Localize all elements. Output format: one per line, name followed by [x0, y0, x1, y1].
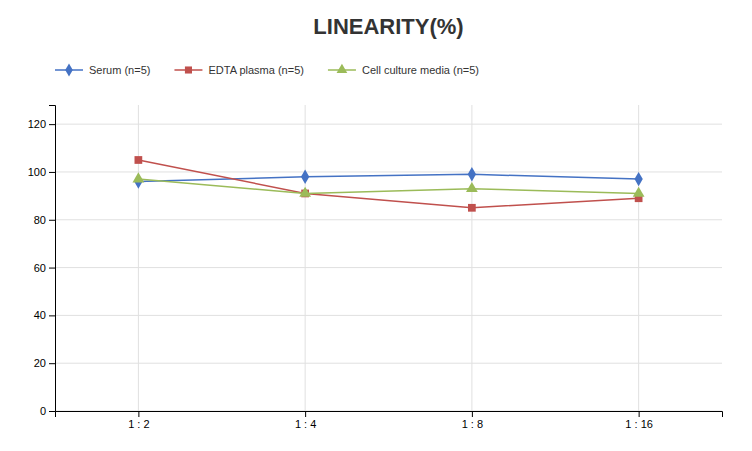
y-tick-mark — [49, 172, 55, 173]
y-tick-mark — [49, 411, 55, 412]
grid-line-y — [55, 124, 722, 125]
grid-line-y — [55, 219, 722, 220]
y-tick: 20 — [34, 357, 55, 369]
y-tick: 40 — [34, 309, 55, 321]
chart-svg: LINEARITY(%)0204060801001201 : 21 : 41 :… — [0, 0, 752, 451]
series-point — [466, 182, 478, 192]
series-point — [301, 170, 309, 184]
y-tick: 120 — [28, 118, 55, 130]
grid-line-x — [471, 105, 472, 411]
y-tick-mark — [49, 268, 55, 269]
chart-title: LINEARITY(%) — [313, 14, 463, 39]
y-tick-label: 60 — [34, 262, 46, 274]
grid-line-y — [55, 363, 722, 364]
y-tick: 100 — [28, 166, 55, 178]
grid-line-x — [138, 105, 139, 411]
chart-container: LINEARITY(%)0204060801001201 : 21 : 41 :… — [0, 0, 752, 451]
series-point — [132, 172, 144, 182]
legend: Serum (n=5) EDTA plasma (n=5) Cell culture… — [55, 63, 479, 76]
legend-label: EDTA plasma (n=5) — [208, 64, 303, 76]
legend-swatch-marker — [185, 66, 192, 73]
plot-area — [132, 156, 644, 212]
legend-item: EDTA plasma (n=5) — [174, 64, 303, 76]
y-tick-label: 120 — [28, 118, 46, 130]
y-tick-label: 80 — [34, 214, 46, 226]
y-tick-mark — [49, 315, 55, 316]
series-point — [468, 167, 476, 181]
grid-line-y — [55, 267, 722, 268]
y-axis: 0 20 40 60 80 100 120 — [28, 106, 56, 418]
x-tick-label: 1 : 8 — [462, 418, 483, 430]
series — [132, 172, 644, 197]
y-tick-label: 0 — [40, 405, 46, 417]
x-tick: 1 : 8 — [462, 411, 483, 430]
legend-swatch-marker — [65, 63, 73, 76]
legend-swatch-marker — [337, 64, 348, 73]
series-point — [468, 204, 476, 212]
grid-line-y — [55, 315, 722, 316]
x-tick: 1 : 16 — [625, 411, 653, 430]
x-tick-mark — [305, 411, 306, 417]
y-tick: 60 — [34, 262, 55, 274]
x-tick: 1 : 4 — [295, 411, 316, 430]
y-tick-label: 40 — [34, 309, 46, 321]
y-axis-line — [49, 106, 56, 412]
x-axis: 1 : 2 1 : 4 1 : 8 1 : 16 — [56, 411, 723, 430]
y-tick-label: 20 — [34, 357, 46, 369]
series — [135, 156, 643, 212]
x-tick-mark — [472, 411, 473, 417]
legend-label: Cell culture media (n=5) — [362, 64, 479, 76]
x-tick-mark — [639, 411, 640, 417]
y-tick: 80 — [34, 214, 55, 226]
series-point — [634, 172, 642, 186]
grid-line-x — [305, 105, 306, 411]
series-line — [138, 160, 638, 208]
x-tick-mark — [138, 411, 139, 417]
y-tick-label: 100 — [28, 166, 46, 178]
series-line — [138, 179, 638, 193]
legend-item: Cell culture media (n=5) — [328, 64, 479, 76]
grid-line-x — [638, 105, 639, 411]
series-point — [299, 187, 311, 197]
y-tick-mark — [49, 363, 55, 364]
y-tick: 0 — [40, 405, 55, 417]
legend-label: Serum (n=5) — [89, 64, 150, 76]
x-tick-label: 1 : 2 — [128, 418, 149, 430]
x-tick-label: 1 : 16 — [625, 418, 653, 430]
grid — [55, 105, 722, 411]
x-axis-line — [56, 412, 723, 418]
x-tick: 1 : 2 — [128, 411, 149, 430]
y-tick-mark — [49, 124, 55, 125]
series-point — [135, 156, 143, 164]
grid-line-y — [55, 171, 722, 172]
legend-item: Serum (n=5) — [55, 63, 150, 76]
series-point — [633, 187, 645, 197]
x-tick-label: 1 : 4 — [295, 418, 316, 430]
y-tick-mark — [49, 220, 55, 221]
